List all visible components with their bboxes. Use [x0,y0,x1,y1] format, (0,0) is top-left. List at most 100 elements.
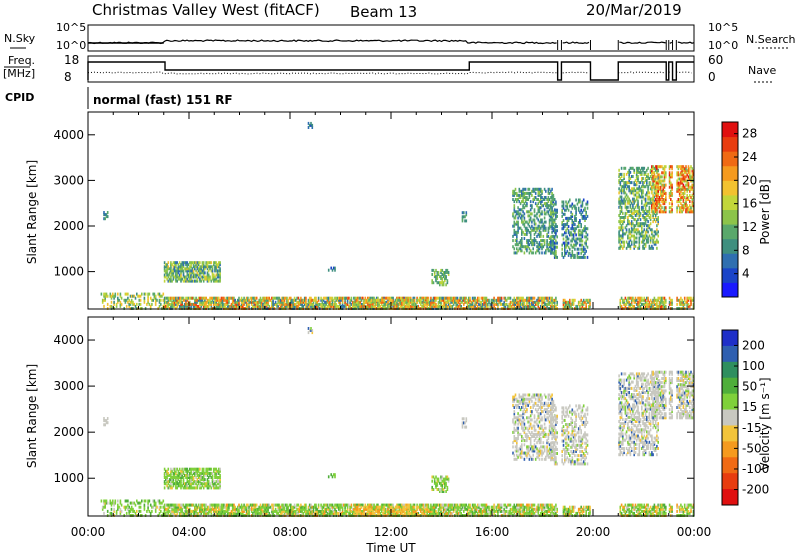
power-cell [431,268,433,272]
power-cell [538,228,541,232]
power-cell [175,263,177,267]
power-cell [561,210,563,214]
power-cell [196,277,199,281]
power-cell [550,225,552,229]
power-cell [565,231,567,235]
power-cell [186,279,189,283]
power-cell [120,296,123,300]
power-cell [205,263,207,267]
power-cell [553,245,556,249]
velocity-cell [524,393,527,397]
power-cell [629,244,632,248]
power-cell [555,245,557,249]
power-colorbar-swatch [722,180,738,196]
power-cell [527,243,529,247]
power-cell [585,212,587,216]
power-cell [564,212,566,216]
power-cell [547,210,550,214]
power-cell [533,239,536,243]
power-cell [516,232,518,236]
power-cell [561,227,563,231]
power-cell [547,230,550,234]
power-cell [550,245,552,249]
power-cell [561,243,563,247]
power-cell [537,249,540,253]
power-colorbar-swatch [722,253,738,269]
power-colorbar-swatch [722,267,738,283]
power-cell [512,212,514,216]
power-cell [575,227,577,231]
power-cell [574,219,576,222]
power-cell [210,279,213,283]
power-cell [541,189,543,193]
power-cell [189,279,191,283]
power-cell [671,183,673,187]
power-cell [567,200,570,204]
power-cell [536,204,538,208]
power-cell [625,228,628,232]
power-cell [526,247,528,251]
power-cell [624,203,627,207]
power-cell [141,292,143,296]
power-cell [619,242,622,246]
power-cell [619,211,622,215]
power-cell [178,261,181,265]
power-cell [522,193,524,197]
power-cell [585,241,587,245]
power-cell [622,222,624,226]
power-cell [565,223,567,227]
power-cell [565,251,567,255]
power-cell [570,255,572,259]
power-cell [575,208,577,212]
power-cell [552,229,555,233]
power-cell [620,205,623,209]
power-cell [555,223,557,227]
power-cell [561,200,563,204]
power-cell [216,263,219,267]
power-cell [551,206,553,210]
power-cell [551,243,553,247]
power-cell [440,277,442,281]
power-cell [445,277,447,281]
power-cell [519,216,522,220]
power-cell [581,239,584,243]
power-cell [576,241,579,245]
power-cell [630,209,633,213]
power-cell [206,275,209,279]
power-cell [514,243,517,247]
power-cell [513,193,516,197]
power-cell [214,275,216,279]
power-cell [172,271,175,275]
power-cell [521,216,523,220]
power-cell [643,166,646,170]
power-cell [648,205,651,209]
power-cell [191,261,194,265]
power-colorbar-tick-label: 12 [742,220,757,234]
power-cell [532,200,534,204]
power-cell [420,298,422,302]
power-cell [529,200,532,204]
power-cell [514,191,517,195]
power-cell [522,187,524,191]
power-cell [445,271,447,274]
power-cell [177,277,180,281]
power-cell [572,204,575,208]
power-cell [575,239,577,243]
power-cell [661,175,663,179]
power-cell [523,187,526,191]
power-cell [523,196,526,199]
power-cell [556,214,558,218]
power-cell [571,214,574,218]
power-cell [582,208,585,212]
power-cell [551,225,553,229]
frequency-trace [87,61,694,81]
power-cell [219,275,221,279]
power-cell [553,253,556,257]
power-cell [178,273,181,277]
power-cell [192,263,195,267]
power-cell [547,234,550,238]
power-cell [618,214,620,217]
power-cell [628,222,630,226]
power-cell [134,296,137,300]
power-cell [579,239,581,243]
